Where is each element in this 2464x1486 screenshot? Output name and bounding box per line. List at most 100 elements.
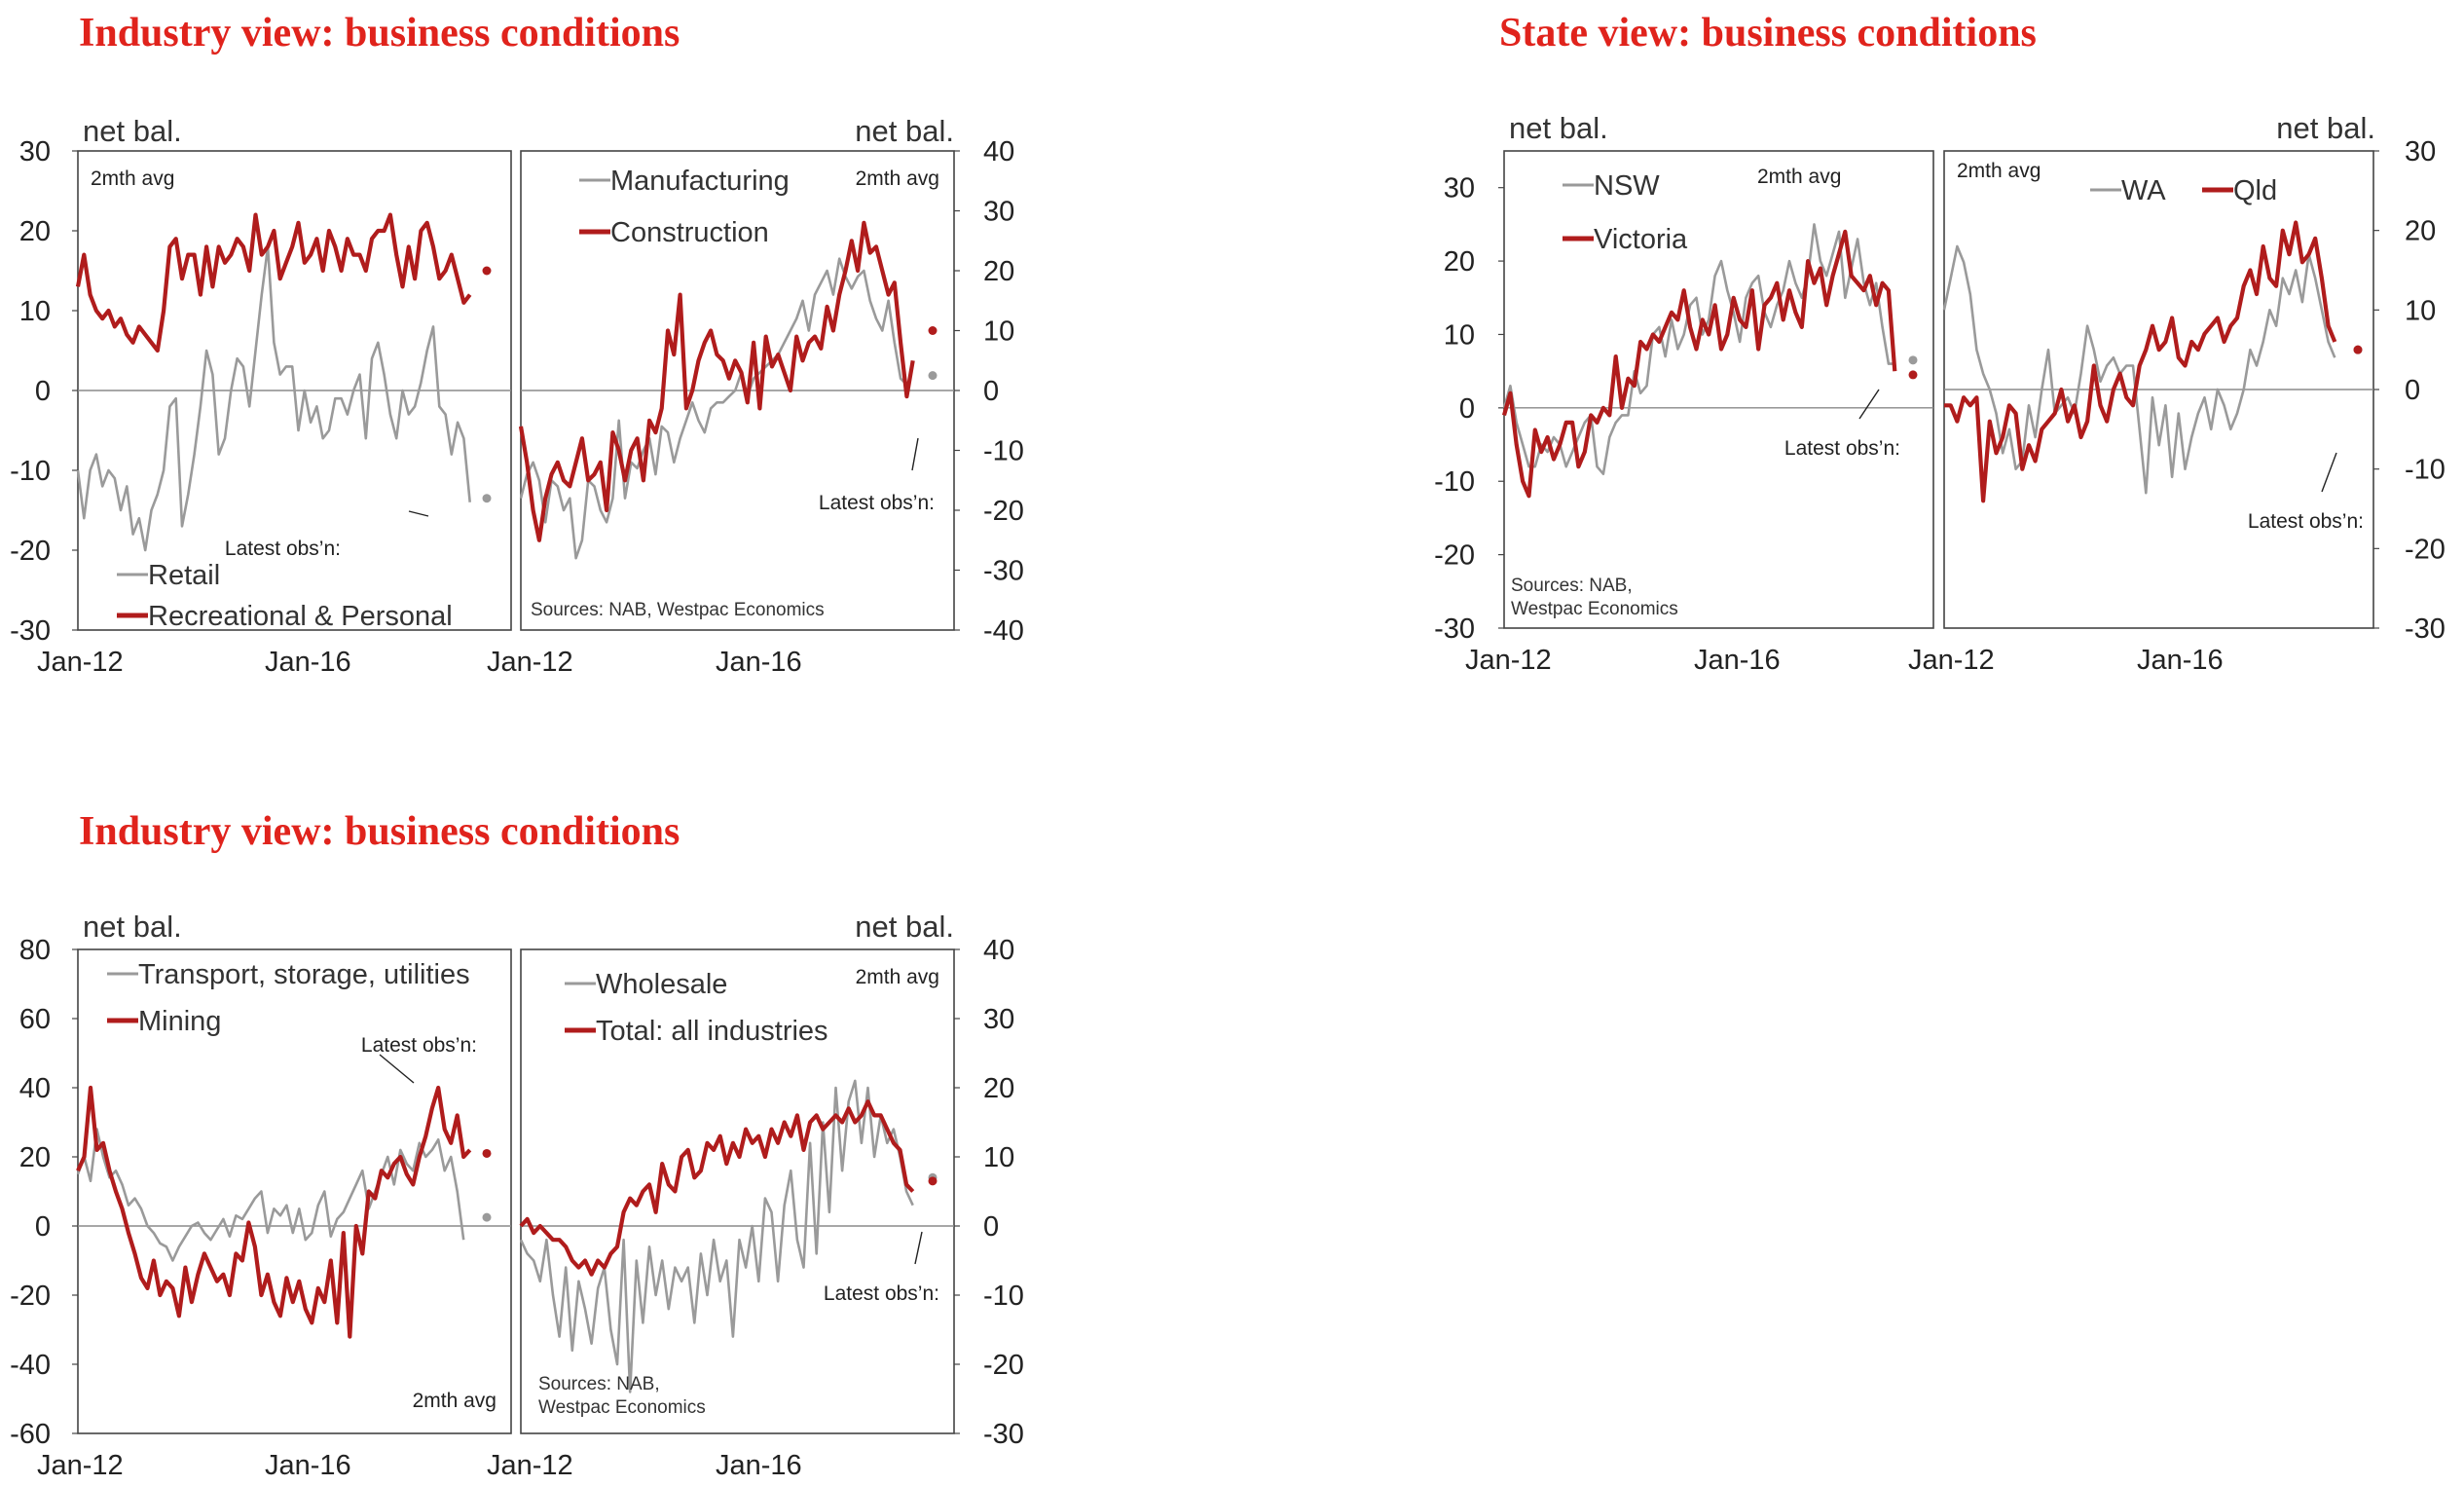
mfg-cons-series-0-latest-dot — [928, 371, 938, 381]
retail-rec-series-0-latest-dot — [482, 494, 492, 503]
mfg-cons-ytick-label: 20 — [983, 256, 1014, 287]
wa-qld-ytick-label: 20 — [2405, 216, 2436, 247]
wholesale-total-ytick-label: -10 — [983, 1281, 1024, 1312]
wholesale-total-latest-pointer — [914, 1231, 923, 1265]
wa-qld-series-1-latest-dot — [2353, 345, 2363, 354]
retail-rec-unit-label: net bal. — [83, 114, 182, 148]
nsw-vic-legend-label-0: NSW — [1594, 170, 1660, 202]
retail-rec-series-1-latest-dot — [482, 266, 492, 276]
transport-mining-ytick-label: 80 — [19, 935, 51, 966]
mfg-cons-ytick-label: -30 — [983, 556, 1024, 587]
wa-qld-ytick-label: 0 — [2405, 375, 2420, 406]
mfg-cons-series-0-line — [519, 257, 908, 560]
transport-mining-latest-pointer — [379, 1054, 415, 1084]
wholesale-total-ytick-label: 0 — [983, 1211, 999, 1243]
retail-rec-ytick-label: -30 — [10, 615, 51, 647]
wholesale-total-ytick-label: 20 — [983, 1073, 1014, 1104]
nsw-vic-latest-label: Latest obs’n: — [1784, 437, 1900, 460]
nsw-vic-ytick-label: 30 — [1444, 173, 1475, 204]
transport-mining-ytick-label: 40 — [19, 1073, 51, 1104]
wa-qld-unit-label: net bal. — [2276, 111, 2375, 145]
transport-mining-legend-label-0: Transport, storage, utilities — [138, 959, 470, 990]
wa-qld-note: 2mth avg — [1957, 160, 2041, 182]
wa-qld-series-1-line — [1944, 220, 2337, 503]
mfg-cons-ytick-label: -20 — [983, 496, 1024, 527]
wa-qld-ytick-label: -10 — [2405, 455, 2446, 486]
mfg-cons-legend-label-0: Manufacturing — [610, 166, 790, 197]
nsw-vic-series-1-line — [1501, 229, 1897, 499]
nsw-vic-ytick-label: 0 — [1459, 393, 1475, 425]
wholesale-total-ytick-label: -20 — [983, 1350, 1024, 1381]
retail-rec-xtick-label: Jan-16 — [265, 647, 351, 678]
mfg-cons-ytick-label: -40 — [983, 615, 1024, 647]
wholesale-total-unit-label: net bal. — [855, 910, 954, 944]
retail-rec-series-0-line — [76, 245, 471, 552]
transport-mining-series-0-latest-dot — [482, 1212, 492, 1222]
retail-rec-note: 2mth avg — [91, 167, 174, 190]
transport-mining-legend-label-1: Mining — [138, 1006, 221, 1037]
nsw-vic-unit-label: net bal. — [1509, 111, 1608, 145]
nsw-vic-series-1-latest-dot — [1908, 370, 1918, 380]
wa-qld-latest-pointer — [2321, 452, 2337, 493]
retail-rec-ytick-label: 30 — [19, 136, 51, 167]
nsw-vic-xtick-label: Jan-16 — [1694, 645, 1781, 676]
transport-mining-xtick-label: Jan-12 — [37, 1450, 124, 1481]
mfg-cons-ytick-label: 10 — [983, 316, 1014, 348]
transport-mining-ytick-label: 60 — [19, 1004, 51, 1035]
mfg-cons-xtick-label: Jan-16 — [716, 647, 802, 678]
transport-mining-series-1-latest-dot — [482, 1148, 492, 1158]
transport-mining-ytick-label: 20 — [19, 1142, 51, 1173]
retail-rec-legend-label-0: Retail — [148, 560, 220, 591]
retail-rec-ytick-label: -20 — [10, 536, 51, 567]
mfg-cons-latest-label: Latest obs’n: — [819, 492, 935, 514]
transport-mining-series-0-line — [76, 1128, 465, 1262]
retail-rec-latest-pointer — [408, 510, 429, 517]
wholesale-total-xtick-label: Jan-16 — [716, 1450, 802, 1481]
transport-mining-note: 2mth avg — [413, 1390, 496, 1412]
transport-mining-latest-label: Latest obs’n: — [361, 1034, 477, 1057]
wholesale-total-legend-label-0: Wholesale — [596, 969, 727, 1000]
nsw-vic-note: 2mth avg — [1757, 166, 1841, 188]
retail-rec-ytick-label: 20 — [19, 216, 51, 247]
transport-mining-unit-label: net bal. — [83, 910, 182, 944]
wa-qld-ytick-label: 10 — [2405, 295, 2436, 326]
nsw-vic-xtick-label: Jan-12 — [1465, 645, 1552, 676]
retail-rec-ytick-label: 0 — [35, 376, 51, 407]
wholesale-total-ytick-label: 40 — [983, 935, 1014, 966]
mfg-cons-ytick-label: 0 — [983, 376, 999, 407]
wa-qld-xtick-label: Jan-12 — [1908, 645, 1995, 676]
retail-rec-xtick-label: Jan-12 — [37, 647, 124, 678]
industry-top-title: Industry view: business conditions — [79, 11, 680, 56]
mfg-cons-source: Sources: NAB, Westpac Economics — [531, 600, 825, 620]
wa-qld-latest-label: Latest obs’n: — [2248, 510, 2364, 533]
nsw-vic-latest-pointer — [1858, 389, 1880, 420]
nsw-vic-legend-label-1: Victoria — [1594, 224, 1688, 255]
wholesale-total-ytick-label: -30 — [983, 1419, 1024, 1450]
wa-qld-legend-label-0: WA — [2121, 175, 2166, 206]
nsw-vic-ytick-label: -20 — [1434, 540, 1475, 572]
nsw-vic-series-0-latest-dot — [1908, 355, 1918, 365]
nsw-vic-ytick-label: -30 — [1434, 613, 1475, 645]
wholesale-total-series-1-latest-dot — [928, 1176, 938, 1186]
mfg-cons-ytick-label: 40 — [983, 136, 1014, 167]
transport-mining-ytick-label: -60 — [10, 1419, 51, 1450]
nsw-vic-ytick-label: -10 — [1434, 466, 1475, 498]
retail-rec-ytick-label: 10 — [19, 296, 51, 327]
mfg-cons-latest-pointer — [911, 437, 919, 471]
nsw-vic-series-0-line — [1502, 223, 1895, 476]
nsw-vic-ytick-label: 10 — [1444, 319, 1475, 351]
retail-rec-latest-label: Latest obs’n: — [225, 538, 341, 560]
wholesale-total-frame — [520, 948, 955, 1434]
mfg-cons-unit-label: net bal. — [855, 114, 954, 148]
wa-qld-ytick-label: 30 — [2405, 136, 2436, 167]
state-title: State view: business conditions — [1499, 11, 2037, 56]
wa-qld-ytick-label: -30 — [2405, 613, 2446, 645]
wa-qld-legend-label-1: Qld — [2233, 175, 2277, 206]
mfg-cons-series-1-latest-dot — [928, 326, 938, 335]
wholesale-total-series-1-line — [519, 1099, 915, 1277]
mfg-cons-ytick-label: -10 — [983, 436, 1024, 467]
wholesale-total-latest-label: Latest obs’n: — [824, 1282, 939, 1305]
mfg-cons-series-1-line — [518, 220, 915, 542]
retail-rec-series-1-line — [75, 212, 472, 353]
